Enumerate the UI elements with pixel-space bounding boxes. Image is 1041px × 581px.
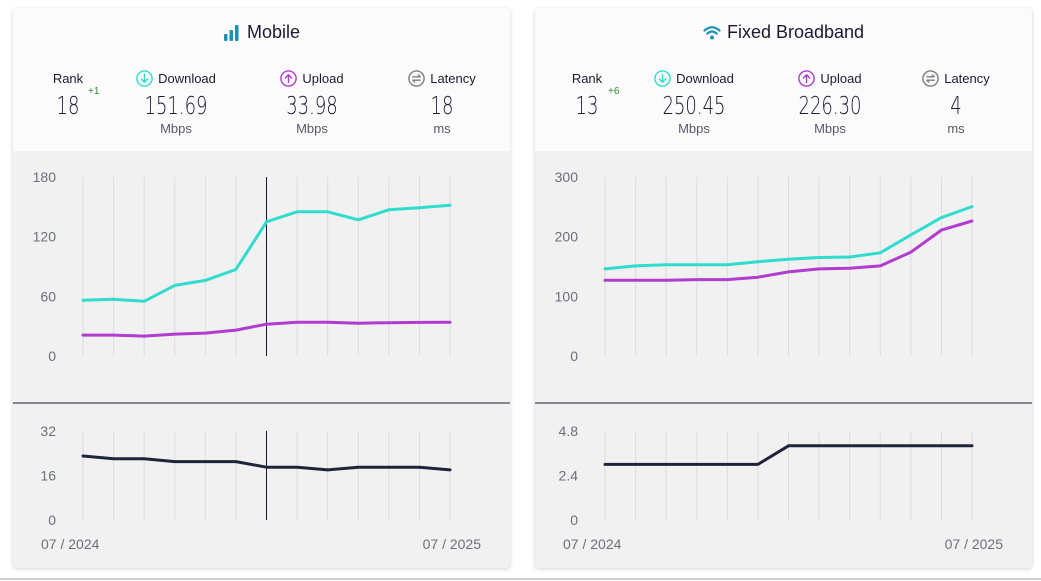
broadband-charts[interactable]: 0 100 200 300 0 2.4 4.8 07 / 2024 07 / 2025 [535, 151, 1032, 568]
broadband-rank-value: 13 [575, 91, 599, 120]
mobile-title-text: Mobile [246, 22, 301, 42]
mobile-charts[interactable]: 0 60 120 180 0 16 32 07 / 2024 07 / 2025 [13, 151, 510, 568]
broadband-speed-ytick: 300 [555, 169, 579, 185]
broadband-panel: Fixed Broadband Rank 13 +6 Download 250.… [535, 8, 1032, 568]
mobile-download-unit: Mbps [160, 121, 192, 136]
broadband-title: Fixed Broadband [535, 22, 1032, 43]
broadband-download-label: Download [676, 70, 734, 86]
broadband-speed-download-line [603, 205, 974, 271]
broadband-upload-unit: Mbps [814, 121, 846, 136]
broadband-rank-delta: +6 [608, 86, 620, 97]
upload-icon [798, 69, 816, 87]
mobile-latency-label: Latency [430, 70, 476, 86]
mobile-speed-upload-line [81, 320, 452, 338]
broadband-header: Fixed Broadband Rank 13 +6 Download 250.… [535, 8, 1032, 151]
mobile-latency-ytick: 32 [40, 423, 56, 439]
broadband-upload-value: 226.30 [798, 91, 862, 120]
upload-icon [280, 69, 298, 87]
mobile-download-stat[interactable]: Download 151.69 Mbps [121, 69, 231, 136]
mobile-upload-unit: Mbps [296, 121, 328, 136]
mobile-x-end-label: 07 / 2025 [423, 536, 482, 552]
mobile-speed-ytick: 0 [48, 348, 56, 364]
broadband-latency-latency-line [603, 444, 974, 466]
broadband-latency-ytick: 2.4 [559, 468, 579, 484]
latency-icon [922, 69, 940, 87]
mobile-x-start-label: 07 / 2024 [41, 536, 100, 552]
mobile-speed-ytick: 60 [40, 288, 56, 304]
broadband-title-text: Fixed Broadband [726, 22, 865, 42]
broadband-download-stat[interactable]: Download 250.45 Mbps [639, 69, 749, 136]
latency-icon [408, 69, 426, 87]
broadband-download-unit: Mbps [678, 121, 710, 136]
mobile-latency-latency-line [81, 454, 452, 472]
mobile-upload-label: Upload [302, 70, 344, 86]
mobile-rank-stat: Rank 18 [13, 70, 123, 120]
broadband-x-start-label: 07 / 2024 [563, 536, 622, 552]
mobile-header: Mobile Rank 18 +1 Download 151.69 Mbps [13, 8, 510, 151]
mobile-latency-ytick: 16 [40, 468, 56, 484]
mobile-download-label: Download [158, 70, 216, 86]
signal-bars-icon [223, 24, 239, 41]
mobile-panel: Mobile Rank 18 +1 Download 151.69 Mbps [13, 8, 510, 568]
download-icon [136, 69, 153, 87]
wifi-icon [703, 25, 721, 39]
broadband-latency-ytick: 0 [570, 512, 578, 528]
mobile-upload-value: 33.98 [286, 91, 338, 120]
broadband-latency-label: Latency [944, 70, 990, 86]
mobile-speed-ytick: 180 [33, 169, 57, 185]
broadband-latency-unit: ms [947, 121, 965, 136]
mobile-latency-stat[interactable]: Latency 18 ms [387, 69, 497, 136]
broadband-x-end-label: 07 / 2025 [945, 536, 1004, 552]
mobile-upload-stat[interactable]: Upload 33.98 Mbps [257, 69, 367, 136]
broadband-upload-label: Upload [820, 70, 862, 86]
mobile-rank-label: Rank [52, 70, 84, 86]
mobile-rank-delta: +1 [88, 86, 100, 97]
mobile-latency-value: 18 [430, 91, 454, 120]
broadband-speed-ytick: 200 [555, 229, 579, 245]
broadband-rank-label: Rank [571, 70, 603, 86]
mobile-latency-ytick: 0 [48, 512, 56, 528]
broadband-speed-ytick: 100 [555, 288, 579, 304]
mobile-rank-value: 18 [56, 91, 80, 120]
broadband-speed-upload-line [603, 219, 974, 282]
mobile-download-value: 151.69 [144, 91, 208, 120]
broadband-speed-ytick: 0 [570, 348, 578, 364]
mobile-latency-unit: ms [433, 121, 451, 136]
mobile-title: Mobile [13, 22, 510, 43]
broadband-latency-value: 4 [950, 91, 962, 120]
mobile-speed-ytick: 120 [33, 229, 57, 245]
mobile-speed-download-line [81, 203, 452, 303]
page-divider [0, 578, 1041, 580]
download-icon [654, 69, 671, 87]
broadband-upload-stat[interactable]: Upload 226.30 Mbps [775, 69, 885, 136]
broadband-latency-ytick: 4.8 [559, 423, 579, 439]
broadband-rank-stat: Rank 13 [535, 70, 642, 120]
broadband-latency-stat[interactable]: Latency 4 ms [901, 69, 1011, 136]
broadband-download-value: 250.45 [662, 91, 726, 120]
